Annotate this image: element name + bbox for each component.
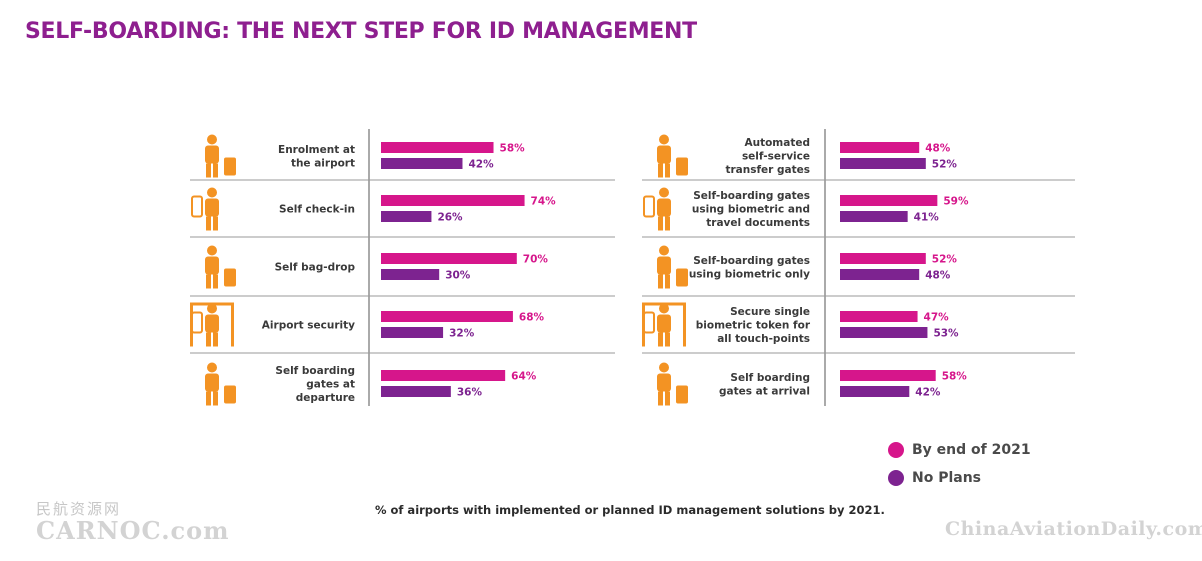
legend-swatch-series2 (888, 470, 904, 486)
bar-series1 (381, 142, 494, 153)
category-label: Self boarding gates at arrival (719, 372, 810, 398)
bar-series2 (840, 158, 926, 169)
legend: By end of 2021 No Plans (888, 436, 1031, 492)
legend-swatch-series1 (888, 442, 904, 458)
chart-caption: % of airports with implemented or planne… (375, 503, 885, 517)
enrolment-icon (205, 134, 236, 178)
category-label-line: Self boarding (275, 365, 355, 377)
data-label-series2: 32% (449, 328, 475, 340)
category-label-line: Self-boarding gates (693, 190, 810, 202)
category-label: Airport security (262, 320, 355, 332)
bar-series2 (381, 269, 440, 280)
category-label-line: Self-boarding gates (693, 255, 810, 267)
bar-series2 (381, 211, 432, 222)
data-label-series2: 52% (932, 159, 958, 171)
data-label-series2: 36% (457, 387, 483, 399)
data-label-series1: 58% (500, 143, 526, 155)
data-label-series1: 58% (942, 371, 968, 383)
check-in-icon (191, 187, 219, 231)
data-label-series1: 74% (531, 196, 557, 208)
category-label-line: self-service (742, 151, 810, 163)
category-label-line: using biometric only (689, 268, 810, 280)
transfer-gate-icon (657, 134, 688, 178)
bar-series1 (381, 370, 506, 381)
bar-series2 (840, 386, 910, 397)
page-title: SELF-BOARDING: THE NEXT STEP FOR ID MANA… (25, 19, 697, 44)
data-label-series2: 48% (925, 270, 951, 282)
data-label-series1: 70% (523, 254, 549, 266)
bar-series1 (381, 311, 513, 322)
legend-item-series1: By end of 2021 (888, 436, 1031, 464)
category-label-line: Self boarding (730, 372, 810, 384)
biometric-gate-icon (657, 245, 688, 289)
category-label-line: gates at (306, 379, 355, 391)
data-label-series2: 42% (468, 159, 494, 171)
category-label: Self boarding gates at departure (275, 365, 355, 404)
category-label: Self bag-drop (275, 262, 356, 274)
category-label-line: travel documents (706, 217, 810, 229)
boarding-gate-icon (205, 362, 236, 406)
bar-series1 (381, 253, 517, 264)
data-label-series1: 64% (511, 371, 537, 383)
category-label: Secure single biometric token for all touc… (696, 306, 811, 345)
bar-series2 (840, 327, 928, 338)
bar-series1 (381, 195, 525, 206)
face-scan-icon (642, 302, 686, 347)
data-label-series1: 52% (932, 254, 958, 266)
watermark-left: 民航资源网 CARNOC.com (36, 498, 230, 545)
category-label-line: gates at arrival (719, 385, 810, 397)
data-label-series2: 30% (445, 270, 471, 282)
bar-series2 (381, 327, 444, 338)
data-label-series2: 26% (437, 212, 463, 224)
bar-series1 (840, 195, 938, 206)
bar-series2 (381, 158, 463, 169)
category-label-line: Automated (744, 137, 810, 149)
data-label-series1: 68% (519, 312, 545, 324)
passport-gate-icon (643, 187, 671, 231)
security-icon (190, 302, 234, 347)
category-label: Automated self-service transfer gates (725, 137, 810, 176)
category-label-line: transfer gates (725, 164, 810, 176)
category-label: Self-boarding gates using biometric only (689, 255, 810, 281)
bar-series1 (840, 370, 936, 381)
bar-series2 (840, 211, 908, 222)
bar-series1 (840, 253, 926, 264)
bar-series1 (840, 142, 920, 153)
bar-series1 (840, 311, 918, 322)
watermark-left-en: CARNOC.com (36, 516, 230, 545)
category-label: Self-boarding gates using biometric and tr… (692, 190, 810, 229)
data-label-series1: 48% (925, 143, 951, 155)
category-label-line: using biometric and (692, 204, 810, 216)
bag-drop-icon (205, 245, 236, 289)
category-label-line: Secure single (730, 306, 810, 318)
arrival-gate-icon (657, 362, 688, 406)
legend-label-series2: No Plans (912, 470, 982, 486)
legend-label-series1: By end of 2021 (912, 442, 1031, 458)
data-label-series2: 53% (933, 328, 959, 340)
category-label: Enrolment at the airport (278, 144, 355, 170)
legend-item-series2: No Plans (888, 464, 1031, 492)
category-label-line: biometric token for (696, 320, 811, 332)
watermark-right: ChinaAviationDaily.com (945, 518, 1202, 540)
category-label-line: Self bag-drop (275, 262, 356, 274)
data-label-series2: 41% (914, 212, 940, 224)
category-label-line: Airport security (262, 320, 355, 332)
data-label-series1: 59% (943, 196, 969, 208)
category-label-line: Self check-in (279, 204, 355, 216)
bar-series2 (381, 386, 451, 397)
category-label-line: Enrolment at (278, 144, 355, 156)
watermark-left-cn: 民航资源网 (36, 500, 122, 518)
data-label-series1: 47% (924, 312, 950, 324)
data-label-series2: 42% (915, 387, 941, 399)
bar-series2 (840, 269, 920, 280)
category-label-line: all touch-points (717, 333, 810, 345)
category-label-line: departure (296, 392, 355, 404)
category-label: Self check-in (279, 204, 355, 216)
category-label-line: the airport (291, 157, 355, 169)
